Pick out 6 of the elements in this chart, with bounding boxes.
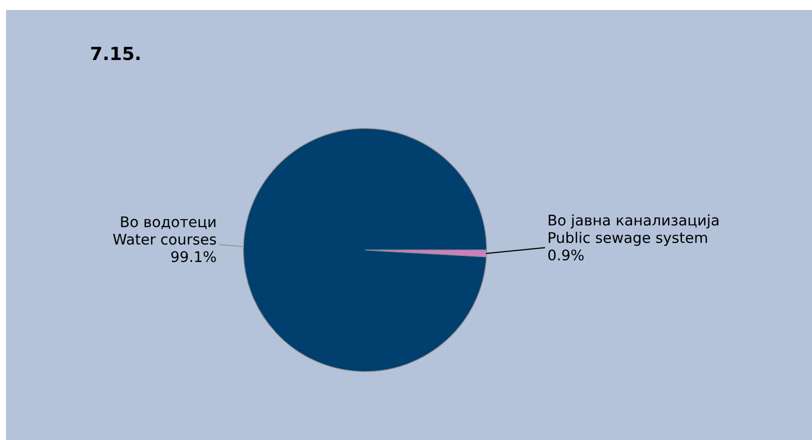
data-label: 99.1% — [171, 251, 216, 262]
data-label: 0.9% — [548, 249, 584, 261]
chart-title: 7.15. — [91, 46, 140, 60]
pie-slice — [243, 128, 487, 372]
slice-label: Во водотеци Water courses — [113, 216, 216, 245]
slice-label: Во јавна канализација Public sewage system — [548, 214, 718, 246]
